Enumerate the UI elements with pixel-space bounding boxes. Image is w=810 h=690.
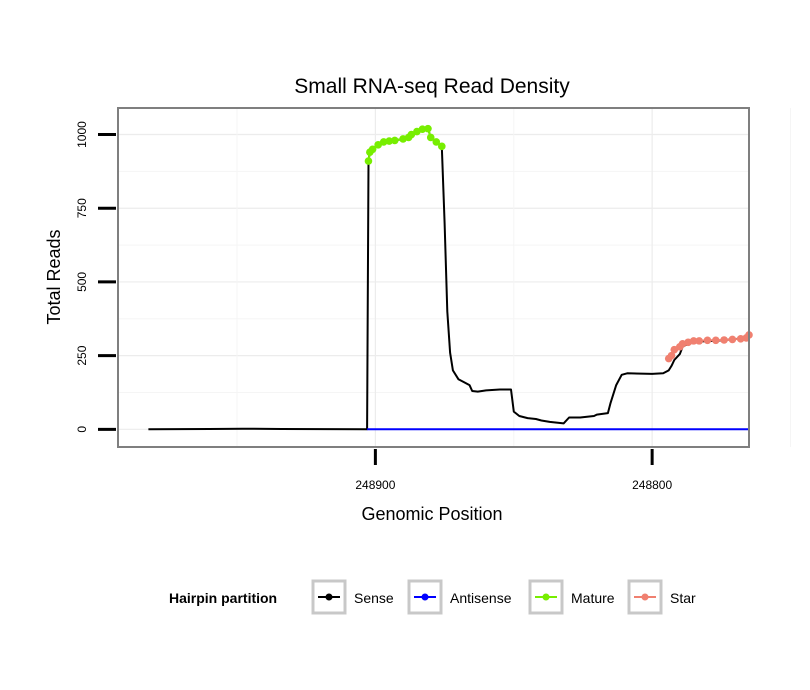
axes: 0 250 500 750 1000 248900 248800 bbox=[75, 121, 672, 492]
mature-data-point bbox=[424, 124, 432, 133]
legend-item-sense: Sense bbox=[311, 579, 394, 615]
legend-key-point bbox=[325, 593, 333, 601]
y-tick-label: 500 bbox=[75, 272, 89, 292]
legend-title: Hairpin partition bbox=[169, 590, 277, 606]
y-tick-label: 1000 bbox=[75, 121, 89, 148]
legend-key-point bbox=[421, 593, 429, 601]
legend-label-star: Star bbox=[670, 590, 696, 606]
star-data-point bbox=[703, 336, 712, 345]
x-axis-title: Genomic Position bbox=[361, 504, 502, 524]
mature-data-point bbox=[390, 136, 399, 145]
y-tick-label: 0 bbox=[75, 426, 89, 433]
x-tick-label: 248800 bbox=[632, 478, 672, 492]
legend-label-mature: Mature bbox=[571, 590, 615, 606]
y-tick-label: 250 bbox=[75, 345, 89, 365]
grid bbox=[118, 108, 792, 447]
legend-item-antisense: Antisense bbox=[407, 579, 512, 615]
legend: Hairpin partition Sense Antisense Mature Sta… bbox=[169, 579, 696, 615]
star-data-point bbox=[728, 335, 737, 344]
mature-data-point bbox=[368, 145, 377, 154]
mature-data-point bbox=[418, 125, 427, 134]
y-tick-label: 750 bbox=[75, 198, 89, 218]
legend-label-antisense: Antisense bbox=[450, 590, 512, 606]
mature-data-point bbox=[385, 137, 394, 145]
chart-title: Small RNA-seq Read Density bbox=[294, 75, 570, 98]
x-tick-label: 248900 bbox=[355, 478, 395, 492]
legend-label-sense: Sense bbox=[354, 590, 394, 606]
mature-data-point bbox=[364, 157, 373, 165]
star-data-point bbox=[720, 336, 728, 344]
star-data-point bbox=[711, 336, 720, 345]
star-data-point bbox=[667, 351, 676, 360]
legend-key-point bbox=[641, 593, 649, 601]
y-axis-title: Total Reads bbox=[44, 229, 64, 324]
mature-data-point bbox=[432, 138, 441, 146]
legend-item-star: Star bbox=[627, 579, 696, 615]
legend-key-point bbox=[542, 593, 550, 601]
plot-panel-border bbox=[117, 107, 750, 448]
sense-series-line bbox=[148, 127, 750, 431]
legend-item-mature: Mature bbox=[528, 579, 615, 615]
mature-data-point bbox=[438, 142, 446, 151]
star-data-point bbox=[695, 337, 703, 345]
series-layer bbox=[148, 124, 753, 431]
star-data-point bbox=[689, 337, 698, 345]
mature-data-point bbox=[426, 133, 435, 142]
